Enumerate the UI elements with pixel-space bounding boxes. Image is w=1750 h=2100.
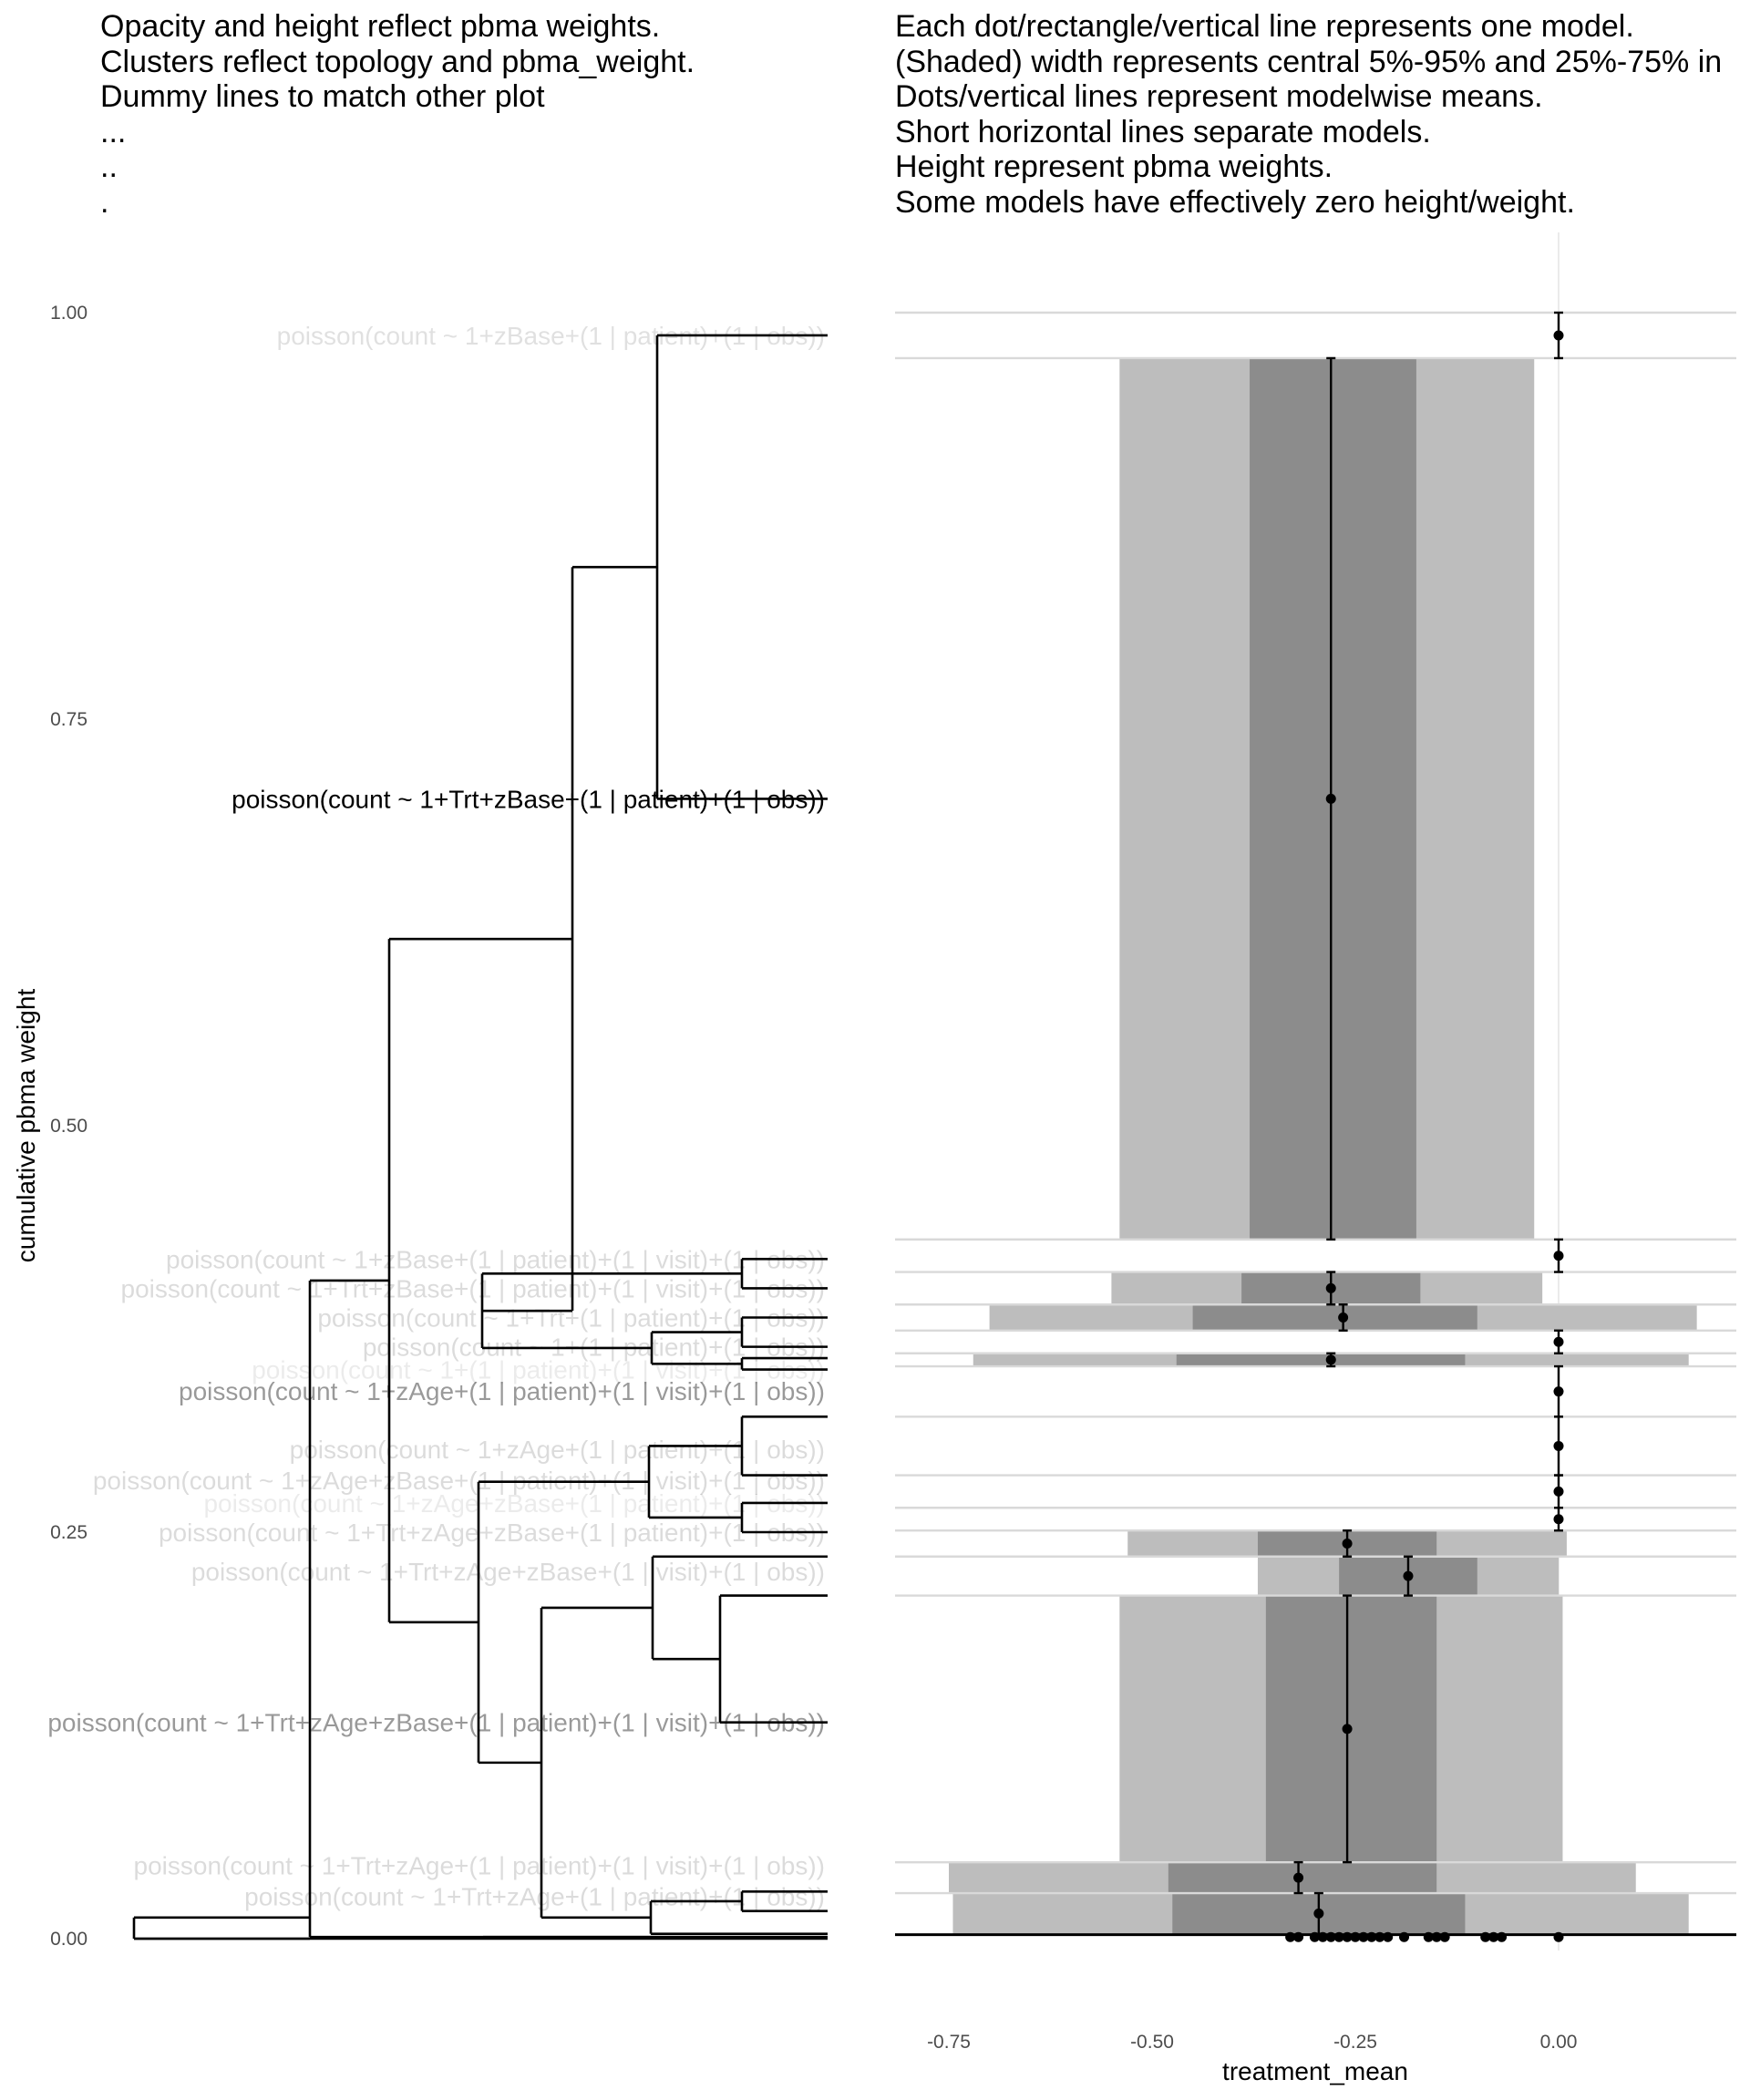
- zero-weight-mean-point: [1439, 1931, 1450, 1942]
- caption-line: .: [100, 184, 109, 220]
- dendrogram-tree: [132, 334, 828, 1940]
- zero-weight-mean-point: [1333, 1931, 1344, 1942]
- zero-weight-mean-point: [1366, 1931, 1377, 1942]
- caption-line: Each dot/rectangle/vertical line represe…: [895, 9, 1634, 44]
- leaf-label: poisson(count ~ 1+zAge+zBase+(1 | patien…: [203, 1489, 825, 1518]
- caption-line: Dummy lines to match other plot: [100, 79, 545, 114]
- mean-marks: [1285, 311, 1564, 1942]
- zero-weight-mean-point: [1342, 1931, 1353, 1942]
- y-tick-label: 0.75: [50, 709, 88, 730]
- leaf-labels: poisson(count ~ 1+zBase+(1 | patient)+(1…: [47, 322, 825, 1911]
- caption-line: Clusters reflect topology and pbma_weigh…: [100, 44, 695, 79]
- leaf-label: poisson(count ~ 1+Trt+zAge+zBase+(1 | pa…: [159, 1518, 825, 1547]
- y-tick-label: 0.50: [50, 1116, 88, 1137]
- mean-point: [1553, 1336, 1564, 1347]
- mean-point: [1325, 793, 1336, 804]
- interval-rects: [949, 357, 1697, 1934]
- zero-weight-mean-point: [1293, 1931, 1304, 1942]
- mean-point: [1342, 1538, 1353, 1549]
- interval-25-75: [1176, 1353, 1466, 1367]
- caption-line: Some models have effectively zero height…: [895, 184, 1575, 220]
- y-tick-label: 0.00: [50, 1929, 88, 1950]
- right-caption: Each dot/rectangle/vertical line represe…: [895, 9, 1722, 220]
- y-axis-title: cumulative pbma weight: [12, 989, 40, 1263]
- x-tick-label: 0.00: [1540, 2032, 1578, 2053]
- zero-weight-mean-point: [1383, 1931, 1394, 1942]
- mean-point: [1313, 1908, 1324, 1919]
- y-axis-ticks: 0.00 0.25 0.50 0.75 1.00: [50, 303, 88, 1950]
- x-axis-title: treatment_mean: [1222, 2057, 1408, 2085]
- caption-line: Height represent pbma weights.: [895, 149, 1333, 184]
- mean-point: [1403, 1570, 1414, 1581]
- zero-weight-mean-point: [1325, 1931, 1336, 1942]
- left-caption: Opacity and height reflect pbma weights.…: [100, 9, 695, 220]
- leaf-label: poisson(count ~ 1+Trt+zAge+(1 | patient)…: [134, 1852, 825, 1880]
- caption-line: ...: [100, 114, 127, 149]
- leaf-label: poisson(count ~ 1+zBase+(1 | patient)+(1…: [166, 1245, 825, 1273]
- zero-weight-mean-point: [1488, 1931, 1499, 1942]
- leaf-label: poisson(count ~ 1+(1 | patient)+(1 | vis…: [252, 1356, 825, 1385]
- zero-weight-mean-point: [1423, 1931, 1434, 1942]
- leaf-label: poisson(count ~ 1+Trt+zAge+zBase+(1 | vi…: [191, 1558, 825, 1586]
- caption-line: Dots/vertical lines represent modelwise …: [895, 79, 1543, 114]
- caption-line: Opacity and height reflect pbma weights.: [100, 9, 661, 44]
- leaf-label: poisson(count ~ 1+zBase+(1 | patient)+(1…: [277, 322, 825, 350]
- zero-weight-mean-point: [1399, 1931, 1410, 1942]
- mean-point: [1553, 1486, 1564, 1497]
- leaf-label: poisson(count ~ 1+zAge+(1 | patient)+(1 …: [290, 1436, 825, 1464]
- leaf-label: poisson(count ~ 1+zAge+(1 | patient)+(1 …: [179, 1377, 825, 1405]
- leaf-label: poisson(count ~ 1+Trt+zAge+(1 | patient)…: [244, 1883, 825, 1911]
- leaf-label: poisson(count ~ 1+Trt+zBase+(1 | patient…: [232, 785, 825, 813]
- x-tick-label: -0.25: [1333, 2032, 1377, 2053]
- model-separators: [895, 311, 1736, 1937]
- zero-weight-mean-point: [1350, 1931, 1361, 1942]
- zero-weight-mean-point: [1374, 1931, 1385, 1942]
- leaf-label: poisson(count ~ 1+Trt+zAge+zBase+(1 | pa…: [47, 1709, 825, 1737]
- leaf-label: poisson(count ~ 1+Trt+zBase+(1 | patient…: [121, 1274, 825, 1302]
- zero-weight-mean-point: [1317, 1931, 1328, 1942]
- mean-point: [1342, 1724, 1353, 1735]
- mean-point: [1325, 1282, 1336, 1293]
- y-tick-label: 0.25: [50, 1522, 88, 1543]
- mean-point: [1553, 1514, 1564, 1525]
- zero-weight-mean-point: [1309, 1931, 1320, 1942]
- x-axis-ticks: -0.75 -0.50 -0.25 0.00: [927, 2032, 1577, 2053]
- leaf-label: poisson(count ~ 1+Trt+(1 | patient)+(1 |…: [317, 1304, 825, 1333]
- interval-25-75: [1192, 1304, 1477, 1331]
- x-tick-label: -0.50: [1130, 2032, 1174, 2053]
- caption-line: (Shaded) width represents central 5%-95%…: [895, 44, 1723, 79]
- mean-point: [1553, 1251, 1564, 1261]
- y-tick-label: 1.00: [50, 303, 88, 324]
- dendrogram-panel: cumulative pbma weight 0.00 0.25 0.50 0.75 1…: [12, 303, 828, 1950]
- mean-point: [1338, 1312, 1349, 1323]
- mean-point: [1553, 1440, 1564, 1451]
- x-tick-label: -0.75: [927, 2032, 971, 2053]
- zero-weight-mean-point: [1553, 1931, 1564, 1942]
- leaf-label: poisson(count ~ 1+zAge+zBase+(1 | patien…: [93, 1467, 825, 1495]
- mean-point: [1293, 1872, 1304, 1883]
- zero-weight-mean-point: [1285, 1931, 1296, 1942]
- zero-weight-mean-point: [1431, 1931, 1442, 1942]
- interval-panel: -0.75 -0.50 -0.25 0.00 treatment_mean: [895, 232, 1736, 2085]
- zero-weight-mean-point: [1497, 1931, 1508, 1942]
- leaf-label: poisson(count ~ 1+(1 | patient)+(1 | obs…: [363, 1333, 825, 1362]
- caption-line: Short horizontal lines separate models.: [895, 114, 1431, 149]
- mean-point: [1325, 1354, 1336, 1365]
- caption-line: ..: [100, 149, 118, 184]
- zero-weight-mean-point: [1480, 1931, 1491, 1942]
- mean-point: [1553, 1386, 1564, 1397]
- zero-weight-mean-point: [1358, 1931, 1369, 1942]
- mean-point: [1553, 330, 1564, 341]
